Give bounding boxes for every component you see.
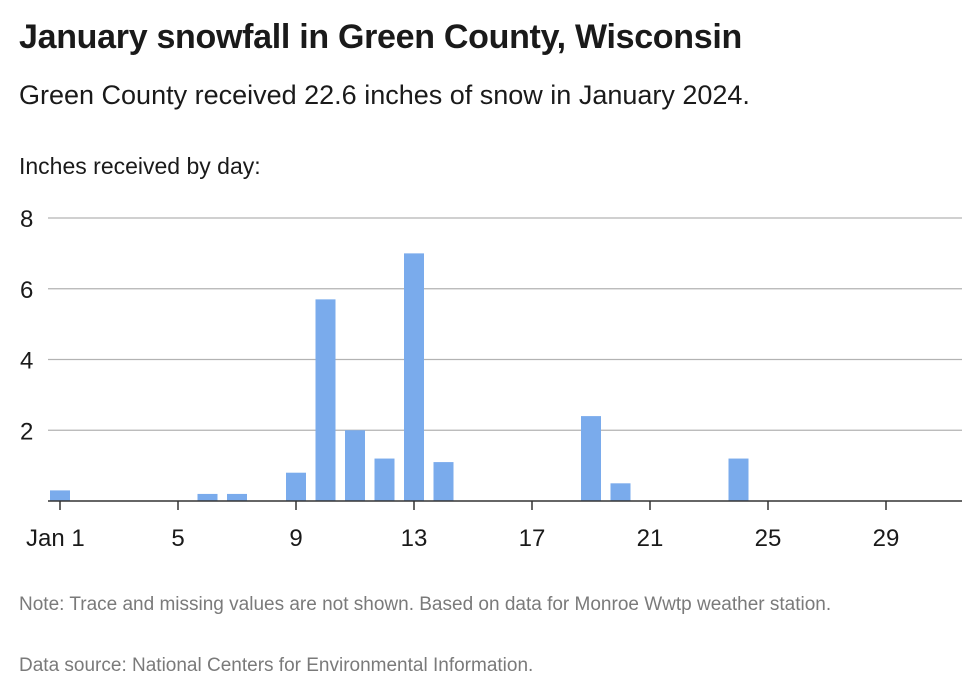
y-tick-label: 4 [20,348,33,375]
x-tick-label: Jan 1 [26,525,85,552]
bar-day-6 [197,493,218,501]
y-tick-labels: 2 4 6 8 [20,206,33,445]
bar-day-1 [50,490,70,501]
x-tick-label: 5 [171,525,184,552]
bar-day-7 [227,493,247,501]
bar-day-12 [374,458,395,501]
bar-day-11 [345,430,365,501]
bar-day-9 [286,472,306,501]
y-tick-label: 6 [20,277,33,304]
snowfall-bar-chart: 2 4 6 8 Jan 1 5 9 13 17 21 25 29 [20,206,962,552]
bar-day-10 [315,299,336,501]
x-tick-label: 13 [401,525,428,552]
y-tick-label: 8 [20,206,33,233]
bar-day-14 [433,462,454,501]
x-tick-label: 29 [873,525,900,552]
x-axis: Jan 1 5 9 13 17 21 25 29 [26,500,962,552]
bar-day-19 [581,416,601,501]
bars [50,253,749,501]
bar-day-20 [610,483,631,501]
x-tick-label: 25 [755,525,782,552]
bar-day-13 [404,253,424,501]
x-tick-label: 21 [637,525,664,552]
y-tick-label: 2 [20,418,33,445]
gridlines [48,217,962,431]
chart-note: Note: Trace and missing values are not s… [19,594,832,615]
x-tick-label: 17 [519,525,546,552]
x-tick-label: 9 [289,525,302,552]
y-axis-label: Inches received by day: [19,153,261,179]
data-source: Data source: National Centers for Enviro… [19,655,534,676]
bar-day-24 [728,458,749,501]
chart-subtitle: Green County received 22.6 inches of sno… [19,80,750,110]
chart-title: January snowfall in Green County, Wiscon… [19,18,742,56]
